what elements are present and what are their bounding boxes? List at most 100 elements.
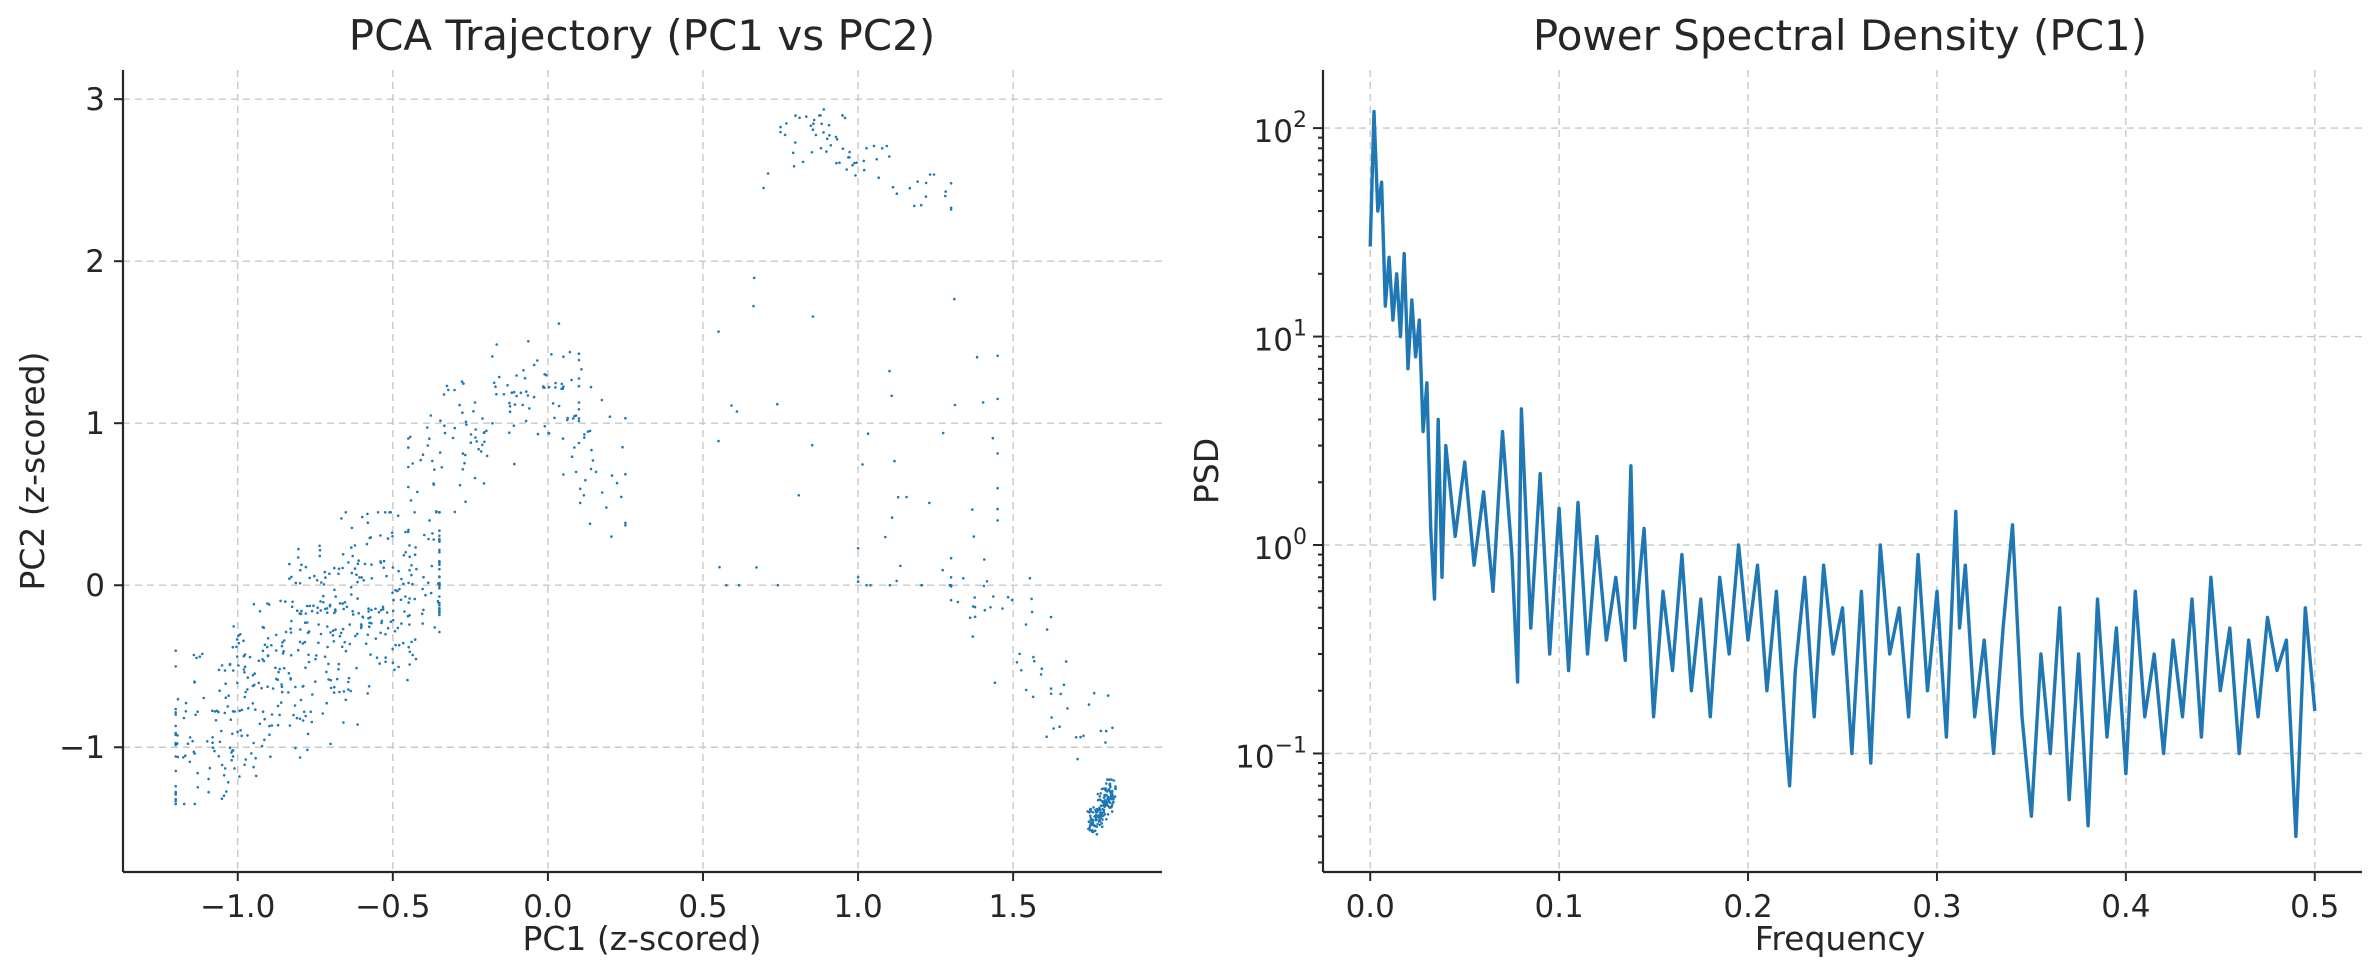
pca-data-point xyxy=(819,114,822,117)
pca-data-point xyxy=(329,742,332,746)
pca-data-point xyxy=(384,633,387,636)
pca-data-point xyxy=(244,690,247,694)
pca-data-point xyxy=(1031,695,1035,699)
pca-data-point xyxy=(483,440,486,444)
pca-data-point xyxy=(325,607,329,610)
pca-data-point xyxy=(485,429,488,433)
pca-data-point xyxy=(805,115,808,118)
pca-data-point xyxy=(725,583,728,587)
pca-data-point xyxy=(577,358,581,362)
pca-data-point xyxy=(841,114,844,117)
pca-data-point xyxy=(396,514,400,517)
pca-data-point xyxy=(589,467,593,471)
pca-data-point xyxy=(428,437,431,441)
pca-data-point xyxy=(1092,823,1095,827)
pca-data-point xyxy=(266,654,270,657)
pca-data-point xyxy=(996,507,999,511)
pca-data-point xyxy=(299,628,302,631)
pca-data-point xyxy=(353,544,357,547)
pca-data-point xyxy=(429,591,433,595)
pca-data-point xyxy=(289,677,292,680)
pca-data-point xyxy=(315,579,319,582)
pca-data-point xyxy=(384,656,388,659)
pca-data-point xyxy=(382,559,386,563)
pca-data-point xyxy=(320,581,323,584)
psd-x-tick-label: 0.4 xyxy=(2101,889,2150,925)
pca-data-point xyxy=(251,702,255,705)
pca-data-point xyxy=(335,677,339,681)
pca-data-point xyxy=(1106,694,1110,697)
pca-data-point xyxy=(174,665,177,668)
pca-data-point xyxy=(574,470,578,474)
pca-data-point xyxy=(899,564,902,568)
pca-data-point xyxy=(329,631,332,634)
pca-data-point xyxy=(1101,808,1104,811)
pca-data-point xyxy=(359,626,363,630)
pca-data-point xyxy=(829,144,833,147)
pca-data-point xyxy=(184,710,188,713)
pca-data-point xyxy=(853,161,856,165)
pca-data-point xyxy=(340,645,344,649)
pca-data-point xyxy=(292,713,295,717)
pca-data-point xyxy=(356,723,359,726)
pca-data-point xyxy=(1101,825,1104,829)
pca-data-point xyxy=(304,565,308,569)
pca-data-point xyxy=(191,739,194,743)
pca-data-point xyxy=(579,487,582,491)
pca-data-point xyxy=(580,368,583,371)
pca-data-point xyxy=(475,440,479,443)
pca-data-point xyxy=(983,558,986,561)
pca-data-point xyxy=(472,410,475,413)
pca-data-point xyxy=(438,548,441,552)
pca-data-point xyxy=(1015,661,1019,664)
pca-data-point xyxy=(319,600,322,603)
pca-data-point xyxy=(276,678,280,682)
pca-data-point xyxy=(384,660,387,664)
pca-data-point xyxy=(577,408,581,411)
pca-data-point xyxy=(314,680,317,683)
pca-data-point xyxy=(438,567,441,571)
pca-data-point xyxy=(776,583,780,587)
pca-data-point xyxy=(869,583,872,587)
pca-data-point xyxy=(242,654,246,658)
pca-data-point xyxy=(174,649,177,652)
pca-data-point xyxy=(895,192,899,195)
pca-data-point xyxy=(1033,659,1036,663)
pca-data-point xyxy=(562,473,565,476)
pca-data-point xyxy=(350,526,354,530)
pca-data-point xyxy=(276,723,280,727)
pca-data-point xyxy=(1066,707,1069,710)
pca-data-point xyxy=(430,564,434,568)
pca-data-point xyxy=(224,682,227,685)
pca-data-point xyxy=(317,641,320,645)
pca-data-point xyxy=(347,680,350,684)
pca-data-point xyxy=(755,566,758,569)
pca-data-point xyxy=(953,297,956,301)
pca-data-point xyxy=(851,163,854,167)
pca-data-point xyxy=(542,385,545,388)
pca-data-point xyxy=(469,441,473,445)
pca-data-point xyxy=(257,681,261,685)
pca-data-point xyxy=(971,508,974,511)
pca-data-point xyxy=(949,584,953,587)
pca-data-point xyxy=(235,655,239,658)
pca-data-point xyxy=(315,654,318,657)
pca-data-point xyxy=(362,579,366,582)
pca-y-tick-label: −1 xyxy=(59,730,105,766)
pca-data-point xyxy=(464,420,468,424)
pca-data-point xyxy=(282,639,286,642)
pca-data-point xyxy=(982,584,986,588)
pca-data-point xyxy=(1082,734,1085,738)
pca-data-point xyxy=(928,173,932,176)
psd-chart-title: Power Spectral Density (PC1) xyxy=(1533,11,2147,60)
pca-data-point xyxy=(783,133,787,137)
pca-data-point xyxy=(414,546,417,549)
pca-data-point xyxy=(432,538,436,541)
pca-data-point xyxy=(981,401,985,404)
pca-data-point xyxy=(875,158,878,161)
pca-data-point xyxy=(547,431,550,435)
pca-data-point xyxy=(919,203,923,207)
pca-data-point xyxy=(238,709,241,713)
pca-data-point xyxy=(1114,785,1117,788)
pca-data-point xyxy=(318,554,322,558)
